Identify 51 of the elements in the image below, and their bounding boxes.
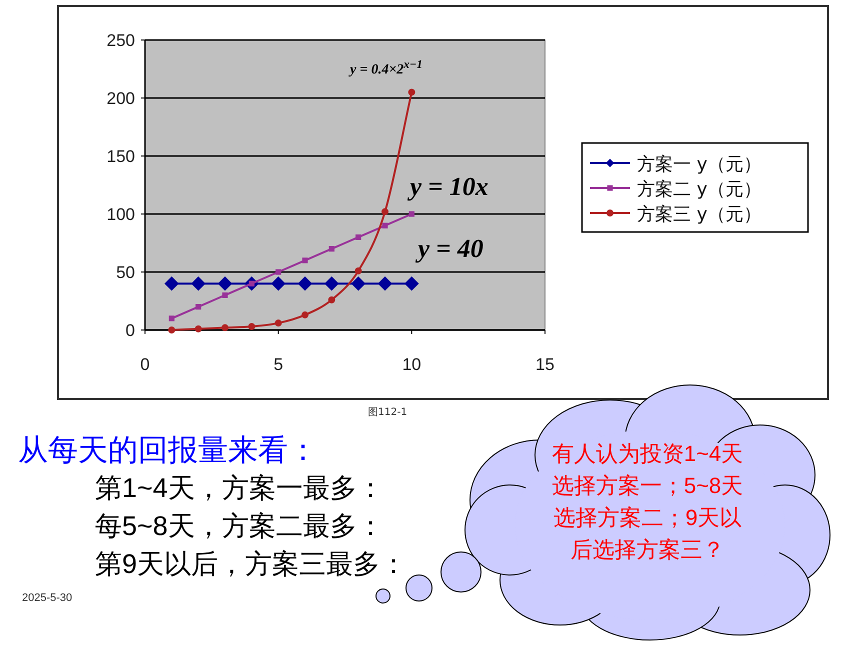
annotation: y = 0.4×2$^{x−1}$: [350, 58, 422, 79]
legend-label: 方案三 y（元）: [637, 204, 762, 225]
point: [191, 276, 206, 291]
point: [194, 325, 202, 332]
point: [222, 324, 228, 332]
point: [404, 276, 419, 291]
annotation: 图112-1: [368, 406, 408, 419]
x-tick-label: 15: [536, 355, 554, 374]
y-tick-label: 100: [106, 205, 135, 224]
x-tick-label: 5: [274, 355, 284, 374]
point: [354, 267, 362, 274]
point: [168, 316, 174, 322]
y-tick-label: 200: [106, 89, 135, 108]
legend-label: 方案二 y（元）: [637, 179, 762, 200]
point: [324, 276, 339, 291]
point: [298, 276, 312, 291]
annotation: 第9天以后，方案三最多：: [95, 548, 408, 581]
annotation: 第1~4天，方案一最多：: [95, 472, 384, 505]
point: [408, 211, 414, 217]
point: [168, 326, 176, 334]
point: [196, 304, 202, 310]
x-tick-label: 10: [402, 355, 422, 374]
point: [274, 320, 282, 327]
annotation: 有人认为投资1~4天选择方案一；5~8天选择方案二；9天以后选择方案三？: [550, 440, 744, 564]
annotation: 从每天的回报量来看：: [18, 433, 318, 469]
y-tick-label: 0: [126, 321, 135, 340]
annotation: 2025-5-30: [22, 592, 72, 604]
annotation: 每5~8天，方案二最多：: [95, 510, 384, 543]
point: [222, 292, 228, 298]
point: [271, 276, 286, 291]
point: [378, 276, 392, 291]
x-tick-label: 0: [140, 355, 150, 374]
annotation: y = 10x: [410, 172, 488, 202]
point: [276, 269, 282, 275]
legend-label: 方案一 y（元）: [637, 154, 762, 175]
point: [248, 323, 256, 330]
point: [302, 311, 308, 318]
point: [382, 222, 388, 228]
point: [302, 258, 308, 264]
point: [328, 296, 336, 304]
y-tick-label: 250: [106, 31, 135, 50]
point: [351, 276, 366, 291]
annotation: y = 40: [418, 234, 484, 264]
point: [218, 276, 232, 291]
y-tick-label: 50: [116, 263, 135, 282]
y-tick-label: 150: [106, 147, 135, 166]
point: [328, 246, 334, 252]
point: [382, 208, 388, 216]
point: [164, 276, 179, 291]
point: [356, 234, 362, 240]
point: [408, 88, 416, 96]
